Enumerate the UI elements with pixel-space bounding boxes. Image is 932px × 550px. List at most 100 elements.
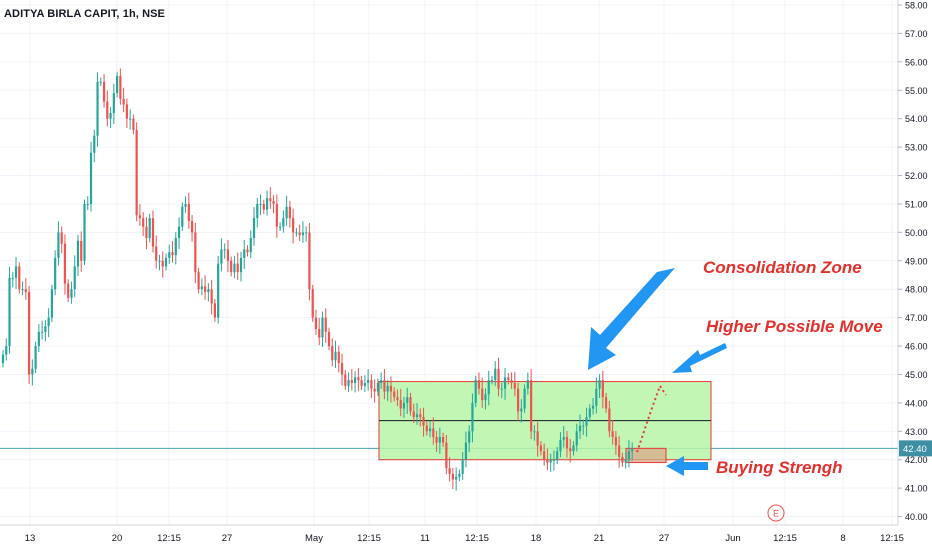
candle-body (445, 442, 448, 469)
buying-arrow (666, 456, 708, 476)
candle-body (204, 286, 207, 293)
candle-body (171, 252, 174, 256)
candle-body (47, 317, 50, 327)
candle-body (292, 218, 295, 233)
candle-body (618, 445, 621, 457)
candle-body (262, 203, 265, 210)
candle-body (363, 382, 366, 386)
candle-body (67, 283, 70, 298)
candle-body (409, 397, 412, 412)
candle-body (500, 388, 503, 390)
arrows[interactable] (588, 268, 727, 476)
candle-body (601, 380, 604, 398)
candle-body (402, 402, 406, 409)
price-tick-label: 52.00 (905, 171, 928, 181)
time-tick-label: 12:15 (157, 533, 181, 544)
candle-body (233, 263, 236, 273)
candle-body (530, 380, 533, 432)
consolidation-box[interactable] (378, 381, 712, 464)
candle-body (27, 292, 31, 375)
time-tick-label: 12:15 (465, 533, 489, 544)
candle-body (585, 417, 588, 426)
candle-body (164, 257, 168, 267)
candles[interactable] (1, 68, 634, 491)
candle-body (265, 198, 269, 210)
candle-body (285, 206, 288, 219)
price-tick-label: 48.00 (905, 285, 928, 295)
candle-body (279, 226, 282, 228)
candle-body (256, 203, 259, 219)
candle-body (181, 206, 184, 227)
price-tick-label: 57.00 (905, 29, 928, 39)
candle-body (569, 448, 572, 452)
time-tick-label: May (305, 533, 323, 544)
candle-body (543, 451, 546, 460)
candle-body (383, 380, 386, 392)
candle-body (565, 436, 569, 449)
candle-body (194, 232, 197, 273)
candle-body (275, 203, 278, 227)
time-axis[interactable]: 13 20 12:15 27 May 12:15 11 12:15 18 21 27 Jun 12:15… (0, 504, 904, 544)
candle-body (301, 232, 305, 236)
candle-body (138, 215, 142, 219)
candle-body (73, 266, 76, 290)
price-axis[interactable]: 40.00 41.00 42.00 43.00 44.00 45.00 46.00 47.00… (897, 0, 932, 550)
candle-body (44, 326, 47, 332)
candle-body (533, 431, 536, 433)
candle-body (468, 431, 471, 443)
candle-body (510, 380, 513, 383)
candle-body (451, 473, 454, 480)
candle-body (217, 263, 220, 318)
candle-body (513, 382, 516, 389)
candle-body (63, 243, 67, 284)
time-tick-label: 13 (25, 533, 36, 544)
candle-body (129, 118, 132, 120)
candle-body (288, 206, 291, 219)
candle-body (536, 431, 539, 446)
last-price-badge (899, 440, 932, 457)
annotations[interactable]: Consolidation Zone Higher Possible Move Bu… (703, 258, 883, 477)
candle-body (269, 198, 272, 202)
time-tick-label: 27 (659, 533, 670, 544)
candle-body (54, 257, 57, 290)
candle-body (314, 317, 318, 329)
candle-body (259, 203, 262, 205)
candle-body (556, 451, 559, 460)
candle-body (350, 380, 353, 383)
candle-body (337, 351, 340, 364)
candle-body (331, 346, 334, 361)
time-tick-label: 8 (840, 533, 845, 544)
candle-body (142, 218, 145, 227)
candle-body (177, 226, 181, 239)
candle-body (428, 428, 432, 432)
symbol-title[interactable]: ADITYA BIRLA CAPIT, 1h, NSE (4, 8, 165, 20)
candle-body (503, 377, 507, 389)
candle-body (631, 448, 634, 452)
candle-body (458, 473, 461, 477)
time-tick-label: 18 (531, 533, 542, 544)
candle-body (83, 203, 86, 261)
price-tick-label: 43.00 (905, 427, 928, 437)
candle-body (373, 388, 376, 392)
candle-body (481, 388, 484, 401)
candle-body (226, 249, 230, 261)
time-tick-label: 12:15 (880, 533, 904, 544)
candle-body (435, 436, 438, 443)
candle-body (549, 459, 552, 463)
candle-body (360, 380, 363, 386)
candle-body (31, 368, 34, 375)
candle-body (575, 431, 578, 446)
candle-body (76, 240, 80, 267)
candle-body (145, 226, 148, 239)
candle-body (41, 331, 44, 333)
candle-body (272, 201, 275, 204)
candle-body (389, 385, 393, 392)
candle-body (605, 397, 608, 409)
candle-body (246, 249, 249, 253)
price-tick-label: 54.00 (905, 114, 928, 124)
candle-body (624, 459, 627, 463)
candle-body (174, 238, 177, 256)
candle-body (588, 408, 591, 418)
